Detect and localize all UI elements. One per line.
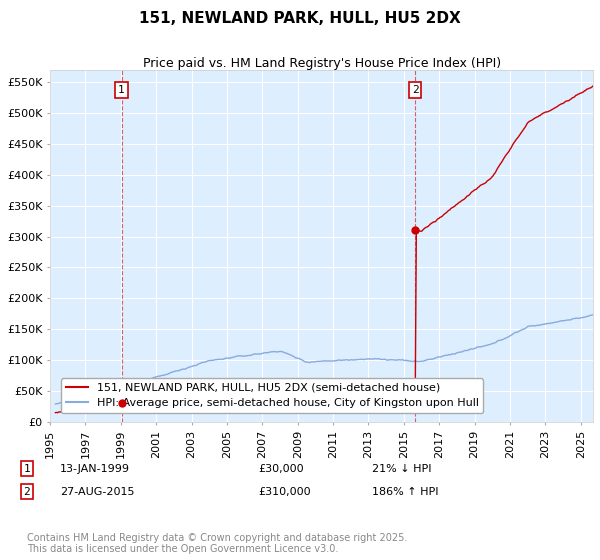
Text: 1: 1 xyxy=(23,464,31,474)
Text: Contains HM Land Registry data © Crown copyright and database right 2025.
This d: Contains HM Land Registry data © Crown c… xyxy=(27,533,407,554)
Title: Price paid vs. HM Land Registry's House Price Index (HPI): Price paid vs. HM Land Registry's House … xyxy=(143,57,500,70)
Text: £310,000: £310,000 xyxy=(258,487,311,497)
Text: 21% ↓ HPI: 21% ↓ HPI xyxy=(372,464,431,474)
Text: 1: 1 xyxy=(118,85,125,95)
Text: 13-JAN-1999: 13-JAN-1999 xyxy=(60,464,130,474)
Text: 186% ↑ HPI: 186% ↑ HPI xyxy=(372,487,439,497)
Text: 27-AUG-2015: 27-AUG-2015 xyxy=(60,487,134,497)
Text: 2: 2 xyxy=(23,487,31,497)
Legend: 151, NEWLAND PARK, HULL, HU5 2DX (semi-detached house), HPI: Average price, semi: 151, NEWLAND PARK, HULL, HU5 2DX (semi-d… xyxy=(61,379,483,413)
Text: 151, NEWLAND PARK, HULL, HU5 2DX: 151, NEWLAND PARK, HULL, HU5 2DX xyxy=(139,11,461,26)
Text: 2: 2 xyxy=(412,85,419,95)
Text: £30,000: £30,000 xyxy=(258,464,304,474)
